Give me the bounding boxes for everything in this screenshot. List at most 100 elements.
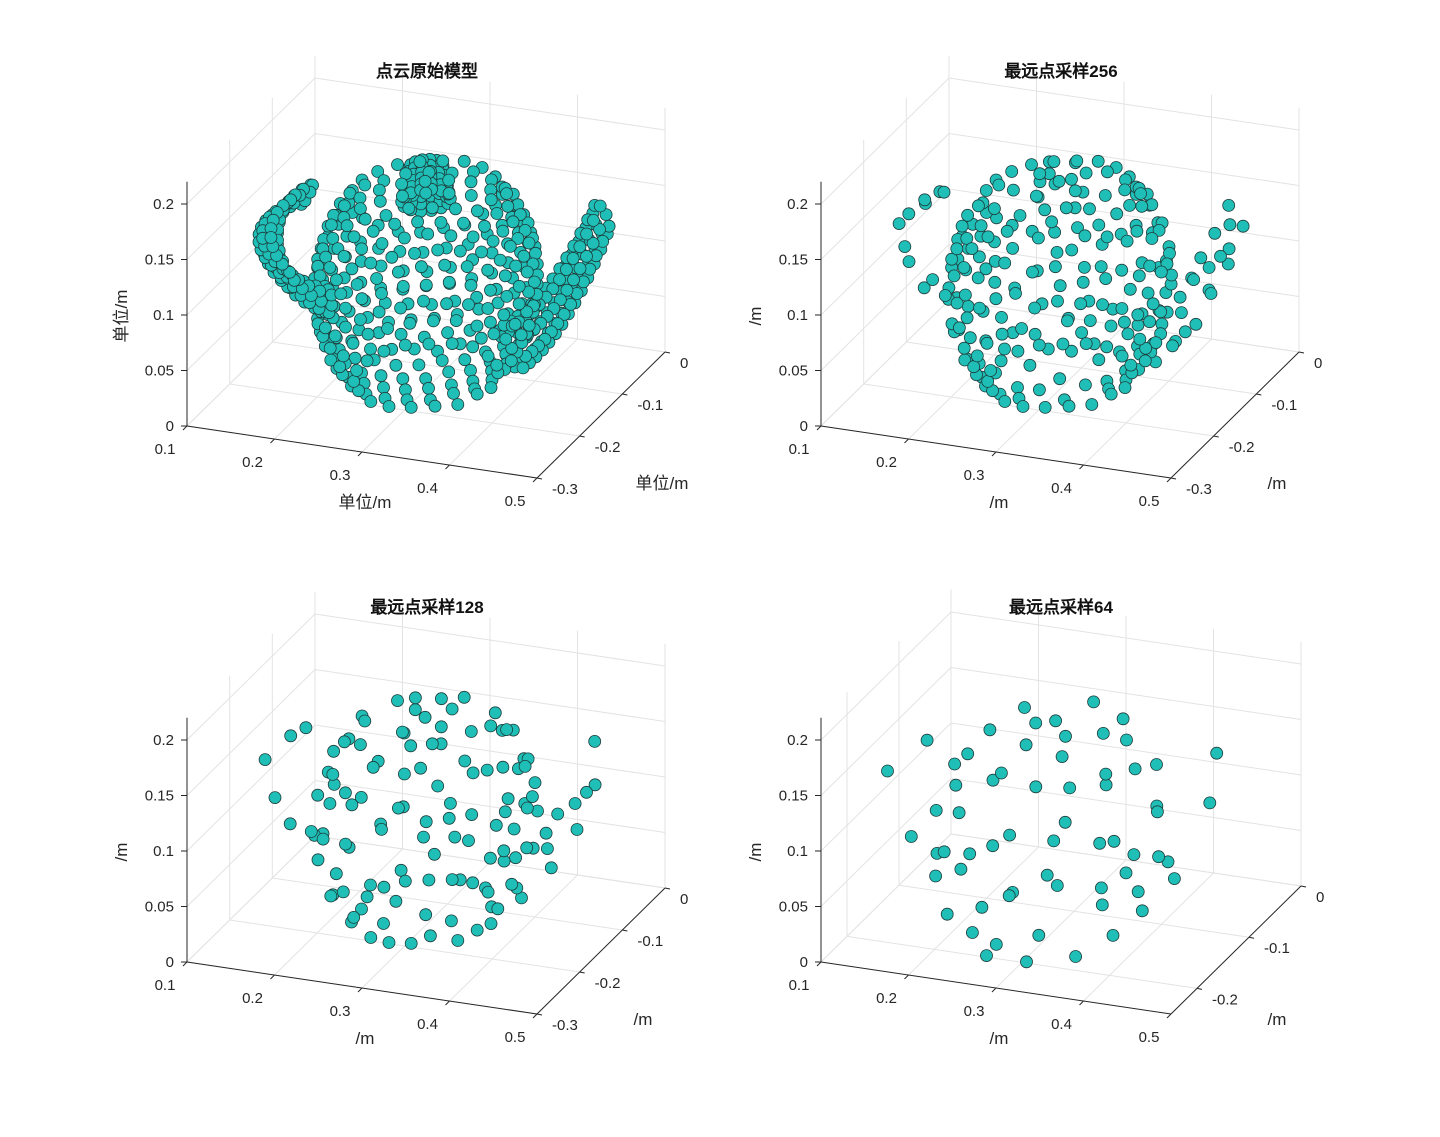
y-tick (536, 477, 543, 480)
data-point (529, 246, 542, 260)
x-tick-label: 0.4 (417, 1016, 438, 1033)
data-point (520, 841, 534, 855)
data-point (1070, 154, 1084, 168)
x-tick-label: 0.3 (330, 467, 351, 484)
data-point (337, 249, 351, 263)
y-tick-label: 0 (1316, 889, 1324, 906)
grid-line (229, 919, 580, 973)
data-point (1150, 758, 1163, 771)
x-tick-label: 0.2 (876, 990, 897, 1007)
data-point (347, 374, 361, 388)
data-point (1047, 834, 1061, 848)
data-point (1085, 398, 1099, 411)
data-point (326, 768, 340, 781)
data-point (334, 287, 348, 301)
data-point (505, 877, 519, 891)
data-point (568, 797, 582, 810)
z-tick-label: 0.2 (153, 732, 174, 749)
data-point (902, 255, 916, 269)
data-point (354, 791, 368, 804)
data-point (434, 692, 448, 706)
data-point (408, 703, 422, 717)
y-tick-label: -0.3 (552, 1017, 578, 1034)
data-point (1118, 315, 1131, 329)
data-point (1194, 251, 1208, 265)
data-point (1009, 286, 1022, 300)
data-point (366, 224, 380, 238)
grid-line (186, 669, 316, 796)
data-point (966, 926, 979, 939)
data-point (554, 293, 567, 307)
data-point (339, 301, 352, 315)
data-point (449, 202, 462, 216)
grid-line (186, 244, 316, 371)
data-point (497, 308, 511, 322)
data-point (373, 194, 387, 208)
data-point (981, 230, 995, 244)
y-tick (536, 1013, 543, 1016)
data-point (1059, 729, 1072, 743)
z-axis-label: /m (746, 843, 765, 862)
data-point (435, 354, 449, 367)
data-point (959, 288, 972, 302)
data-point (425, 201, 439, 215)
data-point (431, 779, 445, 793)
data-point (418, 710, 432, 724)
data-point (337, 199, 351, 213)
data-point (355, 902, 368, 916)
grid-line (314, 780, 666, 833)
data-point (1049, 260, 1062, 274)
x-tick (532, 1013, 538, 1019)
data-point (395, 177, 409, 191)
data-point (926, 273, 939, 287)
data-point (350, 364, 364, 377)
data-point (1059, 201, 1073, 215)
data-point (408, 246, 421, 260)
grid-line (186, 77, 316, 205)
data-point (355, 242, 369, 256)
data-point (1038, 400, 1052, 414)
data-point (1131, 885, 1145, 899)
data-point (1130, 224, 1144, 238)
data-point (428, 399, 442, 413)
x-tick (445, 464, 450, 470)
data-point (1143, 259, 1157, 273)
data-point (395, 189, 409, 203)
data-point (377, 880, 391, 894)
data-point (1145, 232, 1159, 245)
data-point (1154, 265, 1168, 279)
data-point (1178, 325, 1192, 339)
data-point (1053, 279, 1067, 293)
data-point (361, 327, 375, 341)
data-point (283, 817, 297, 831)
data-point (1094, 260, 1108, 274)
grid-line (314, 724, 666, 778)
data-point (1128, 762, 1142, 776)
data-point (299, 721, 313, 735)
data-point (509, 851, 522, 865)
grid-line (820, 611, 952, 741)
y-tick (1300, 885, 1307, 888)
data-point (972, 199, 985, 213)
grid-line (186, 133, 316, 260)
data-point (375, 823, 388, 836)
data-point (496, 224, 510, 238)
data-point (553, 273, 566, 287)
data-point (1099, 272, 1113, 286)
data-point (457, 216, 470, 230)
data-point (490, 358, 504, 372)
chart-title: 最远点采样64 (1009, 597, 1113, 617)
data-point (588, 778, 602, 792)
data-point (504, 354, 518, 368)
data-point (496, 760, 510, 774)
data-point (464, 278, 478, 292)
y-tick (1213, 435, 1219, 438)
data-point (980, 949, 993, 962)
data-point (404, 739, 418, 753)
data-point (1020, 955, 1033, 969)
data-point (444, 229, 458, 243)
data-point (1138, 354, 1152, 368)
x-axis-label: /m (990, 493, 1009, 512)
grid-line (950, 722, 1302, 776)
